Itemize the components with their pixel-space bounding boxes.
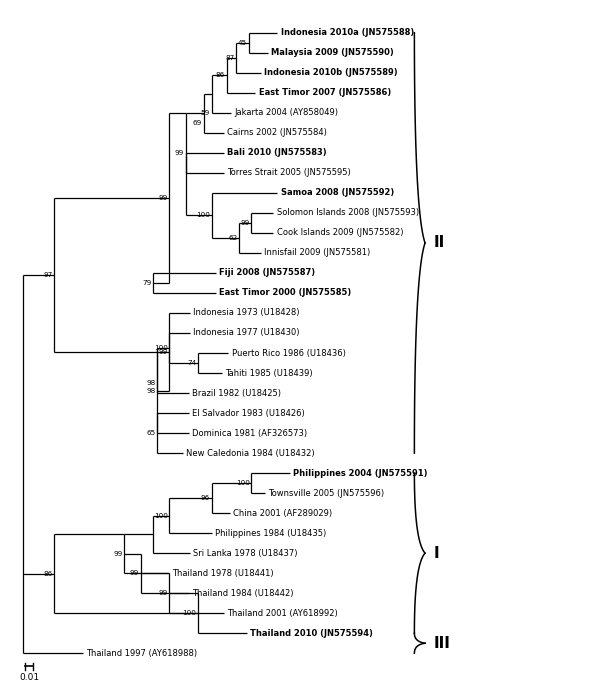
Text: Solomon Islands 2008 (JN575593): Solomon Islands 2008 (JN575593) bbox=[277, 208, 419, 217]
Text: 96: 96 bbox=[201, 495, 210, 501]
Text: Cook Islands 2009 (JN575582): Cook Islands 2009 (JN575582) bbox=[277, 228, 403, 238]
Text: I: I bbox=[433, 546, 439, 560]
Text: Malaysia 2009 (JN575590): Malaysia 2009 (JN575590) bbox=[271, 49, 394, 58]
Text: Thailand 1984 (U18442): Thailand 1984 (U18442) bbox=[192, 588, 293, 598]
Text: 86: 86 bbox=[216, 73, 225, 78]
Text: 74: 74 bbox=[187, 360, 196, 366]
Text: Philippines 2004 (JN575591): Philippines 2004 (JN575591) bbox=[293, 469, 428, 477]
Text: Thailand 1997 (AY618988): Thailand 1997 (AY618988) bbox=[86, 649, 197, 658]
Text: 45: 45 bbox=[238, 40, 247, 46]
Text: Indonesia 1977 (U18430): Indonesia 1977 (U18430) bbox=[193, 329, 299, 338]
Text: East Timor 2007 (JN575586): East Timor 2007 (JN575586) bbox=[259, 88, 391, 97]
Text: 99: 99 bbox=[158, 590, 167, 597]
Text: 99: 99 bbox=[113, 551, 122, 557]
Text: Bali 2010 (JN575583): Bali 2010 (JN575583) bbox=[227, 149, 327, 158]
Text: 100: 100 bbox=[154, 345, 167, 351]
Text: Sri Lanka 1978 (U18437): Sri Lanka 1978 (U18437) bbox=[193, 549, 298, 558]
Text: 65: 65 bbox=[146, 430, 155, 436]
Text: 0.01: 0.01 bbox=[19, 673, 39, 682]
Text: Tahiti 1985 (U18439): Tahiti 1985 (U18439) bbox=[225, 369, 313, 377]
Text: Indonesia 2010a (JN575588): Indonesia 2010a (JN575588) bbox=[281, 28, 414, 37]
Text: Fiji 2008 (JN575587): Fiji 2008 (JN575587) bbox=[219, 269, 316, 277]
Text: East Timor 2000 (JN575585): East Timor 2000 (JN575585) bbox=[219, 288, 352, 297]
Text: 97: 97 bbox=[44, 272, 53, 278]
Text: 99: 99 bbox=[241, 220, 250, 226]
Text: 98: 98 bbox=[146, 380, 155, 386]
Text: Thailand 1978 (U18441): Thailand 1978 (U18441) bbox=[173, 569, 274, 577]
Text: Indonesia 2010b (JN575589): Indonesia 2010b (JN575589) bbox=[265, 68, 398, 77]
Text: Brazil 1982 (U18425): Brazil 1982 (U18425) bbox=[192, 388, 281, 397]
Text: Innisfail 2009 (JN575581): Innisfail 2009 (JN575581) bbox=[265, 249, 371, 258]
Text: 79: 79 bbox=[142, 280, 151, 286]
Text: 62: 62 bbox=[228, 235, 237, 241]
Text: 100: 100 bbox=[196, 212, 210, 219]
Text: Jakarta 2004 (AY858049): Jakarta 2004 (AY858049) bbox=[234, 108, 338, 117]
Text: El Salvador 1983 (U18426): El Salvador 1983 (U18426) bbox=[192, 408, 305, 418]
Text: Samoa 2008 (JN575592): Samoa 2008 (JN575592) bbox=[281, 188, 394, 197]
Text: Indonesia 1973 (U18428): Indonesia 1973 (U18428) bbox=[193, 308, 299, 317]
Text: Thailand 2001 (AY618992): Thailand 2001 (AY618992) bbox=[227, 609, 338, 618]
Text: 99: 99 bbox=[130, 571, 139, 577]
Text: China 2001 (AF289029): China 2001 (AF289029) bbox=[233, 509, 332, 518]
Text: 99: 99 bbox=[175, 150, 184, 156]
Text: Townsville 2005 (JN575596): Townsville 2005 (JN575596) bbox=[268, 488, 385, 497]
Text: 69: 69 bbox=[193, 120, 202, 126]
Text: Thailand 2010 (JN575594): Thailand 2010 (JN575594) bbox=[250, 629, 373, 638]
Text: 87: 87 bbox=[226, 55, 235, 61]
Text: Cairns 2002 (JN575584): Cairns 2002 (JN575584) bbox=[227, 128, 328, 138]
Text: 98: 98 bbox=[146, 388, 155, 394]
Text: Philippines 1984 (U18435): Philippines 1984 (U18435) bbox=[215, 529, 326, 538]
Text: II: II bbox=[433, 236, 445, 251]
Text: Torres Strait 2005 (JN575595): Torres Strait 2005 (JN575595) bbox=[227, 169, 351, 177]
Text: Dominica 1981 (AF326573): Dominica 1981 (AF326573) bbox=[192, 429, 307, 438]
Text: III: III bbox=[433, 636, 450, 651]
Text: New Caledonia 1984 (U18432): New Caledonia 1984 (U18432) bbox=[187, 449, 315, 458]
Text: 99: 99 bbox=[158, 195, 167, 201]
Text: Puerto Rico 1986 (U18436): Puerto Rico 1986 (U18436) bbox=[232, 349, 346, 358]
Text: 99: 99 bbox=[158, 349, 167, 355]
Text: 100: 100 bbox=[182, 610, 196, 616]
Text: 100: 100 bbox=[236, 480, 250, 486]
Text: 59: 59 bbox=[201, 110, 210, 116]
Text: 100: 100 bbox=[154, 512, 167, 519]
Text: 86: 86 bbox=[44, 571, 53, 577]
